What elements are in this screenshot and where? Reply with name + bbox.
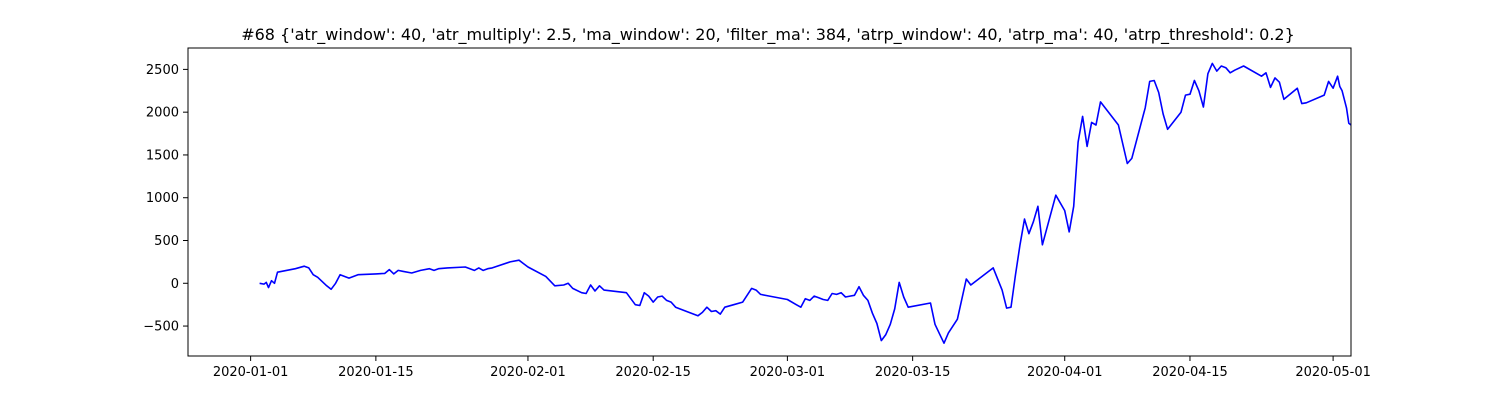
- x-tick-label: 2020-03-15: [875, 365, 951, 380]
- plot-area: 2020-01-01 2020-01-15 2020-02-01 2020-02-15…: [143, 62, 1371, 380]
- y-tick-label: 1500: [146, 148, 179, 163]
- x-tick-label: 2020-04-15: [1152, 365, 1228, 380]
- y-tick-label: 0: [171, 277, 179, 292]
- x-tick-label: 2020-01-15: [338, 365, 414, 380]
- x-tick-label: 2020-03-01: [750, 365, 826, 380]
- axes-frame: [187, 47, 1352, 357]
- x-tick-label: 2020-02-15: [615, 365, 691, 380]
- y-tick-label: 2500: [146, 63, 179, 78]
- x-tick-label: 2020-04-01: [1027, 365, 1103, 380]
- y-tick-label: 2000: [146, 106, 179, 121]
- series-line: [259, 62, 1352, 344]
- x-tick-label: 2020-05-01: [1295, 365, 1371, 380]
- y-tick-label: −500: [143, 320, 179, 335]
- chart-title: #68 {'atr_window': 40, 'atr_multiply': 2…: [241, 25, 1295, 45]
- x-tick-label: 2020-02-01: [490, 365, 566, 380]
- y-tick-label: 500: [154, 234, 179, 249]
- y-tick-label: 1000: [146, 191, 179, 206]
- x-tick-label: 2020-01-01: [213, 365, 289, 380]
